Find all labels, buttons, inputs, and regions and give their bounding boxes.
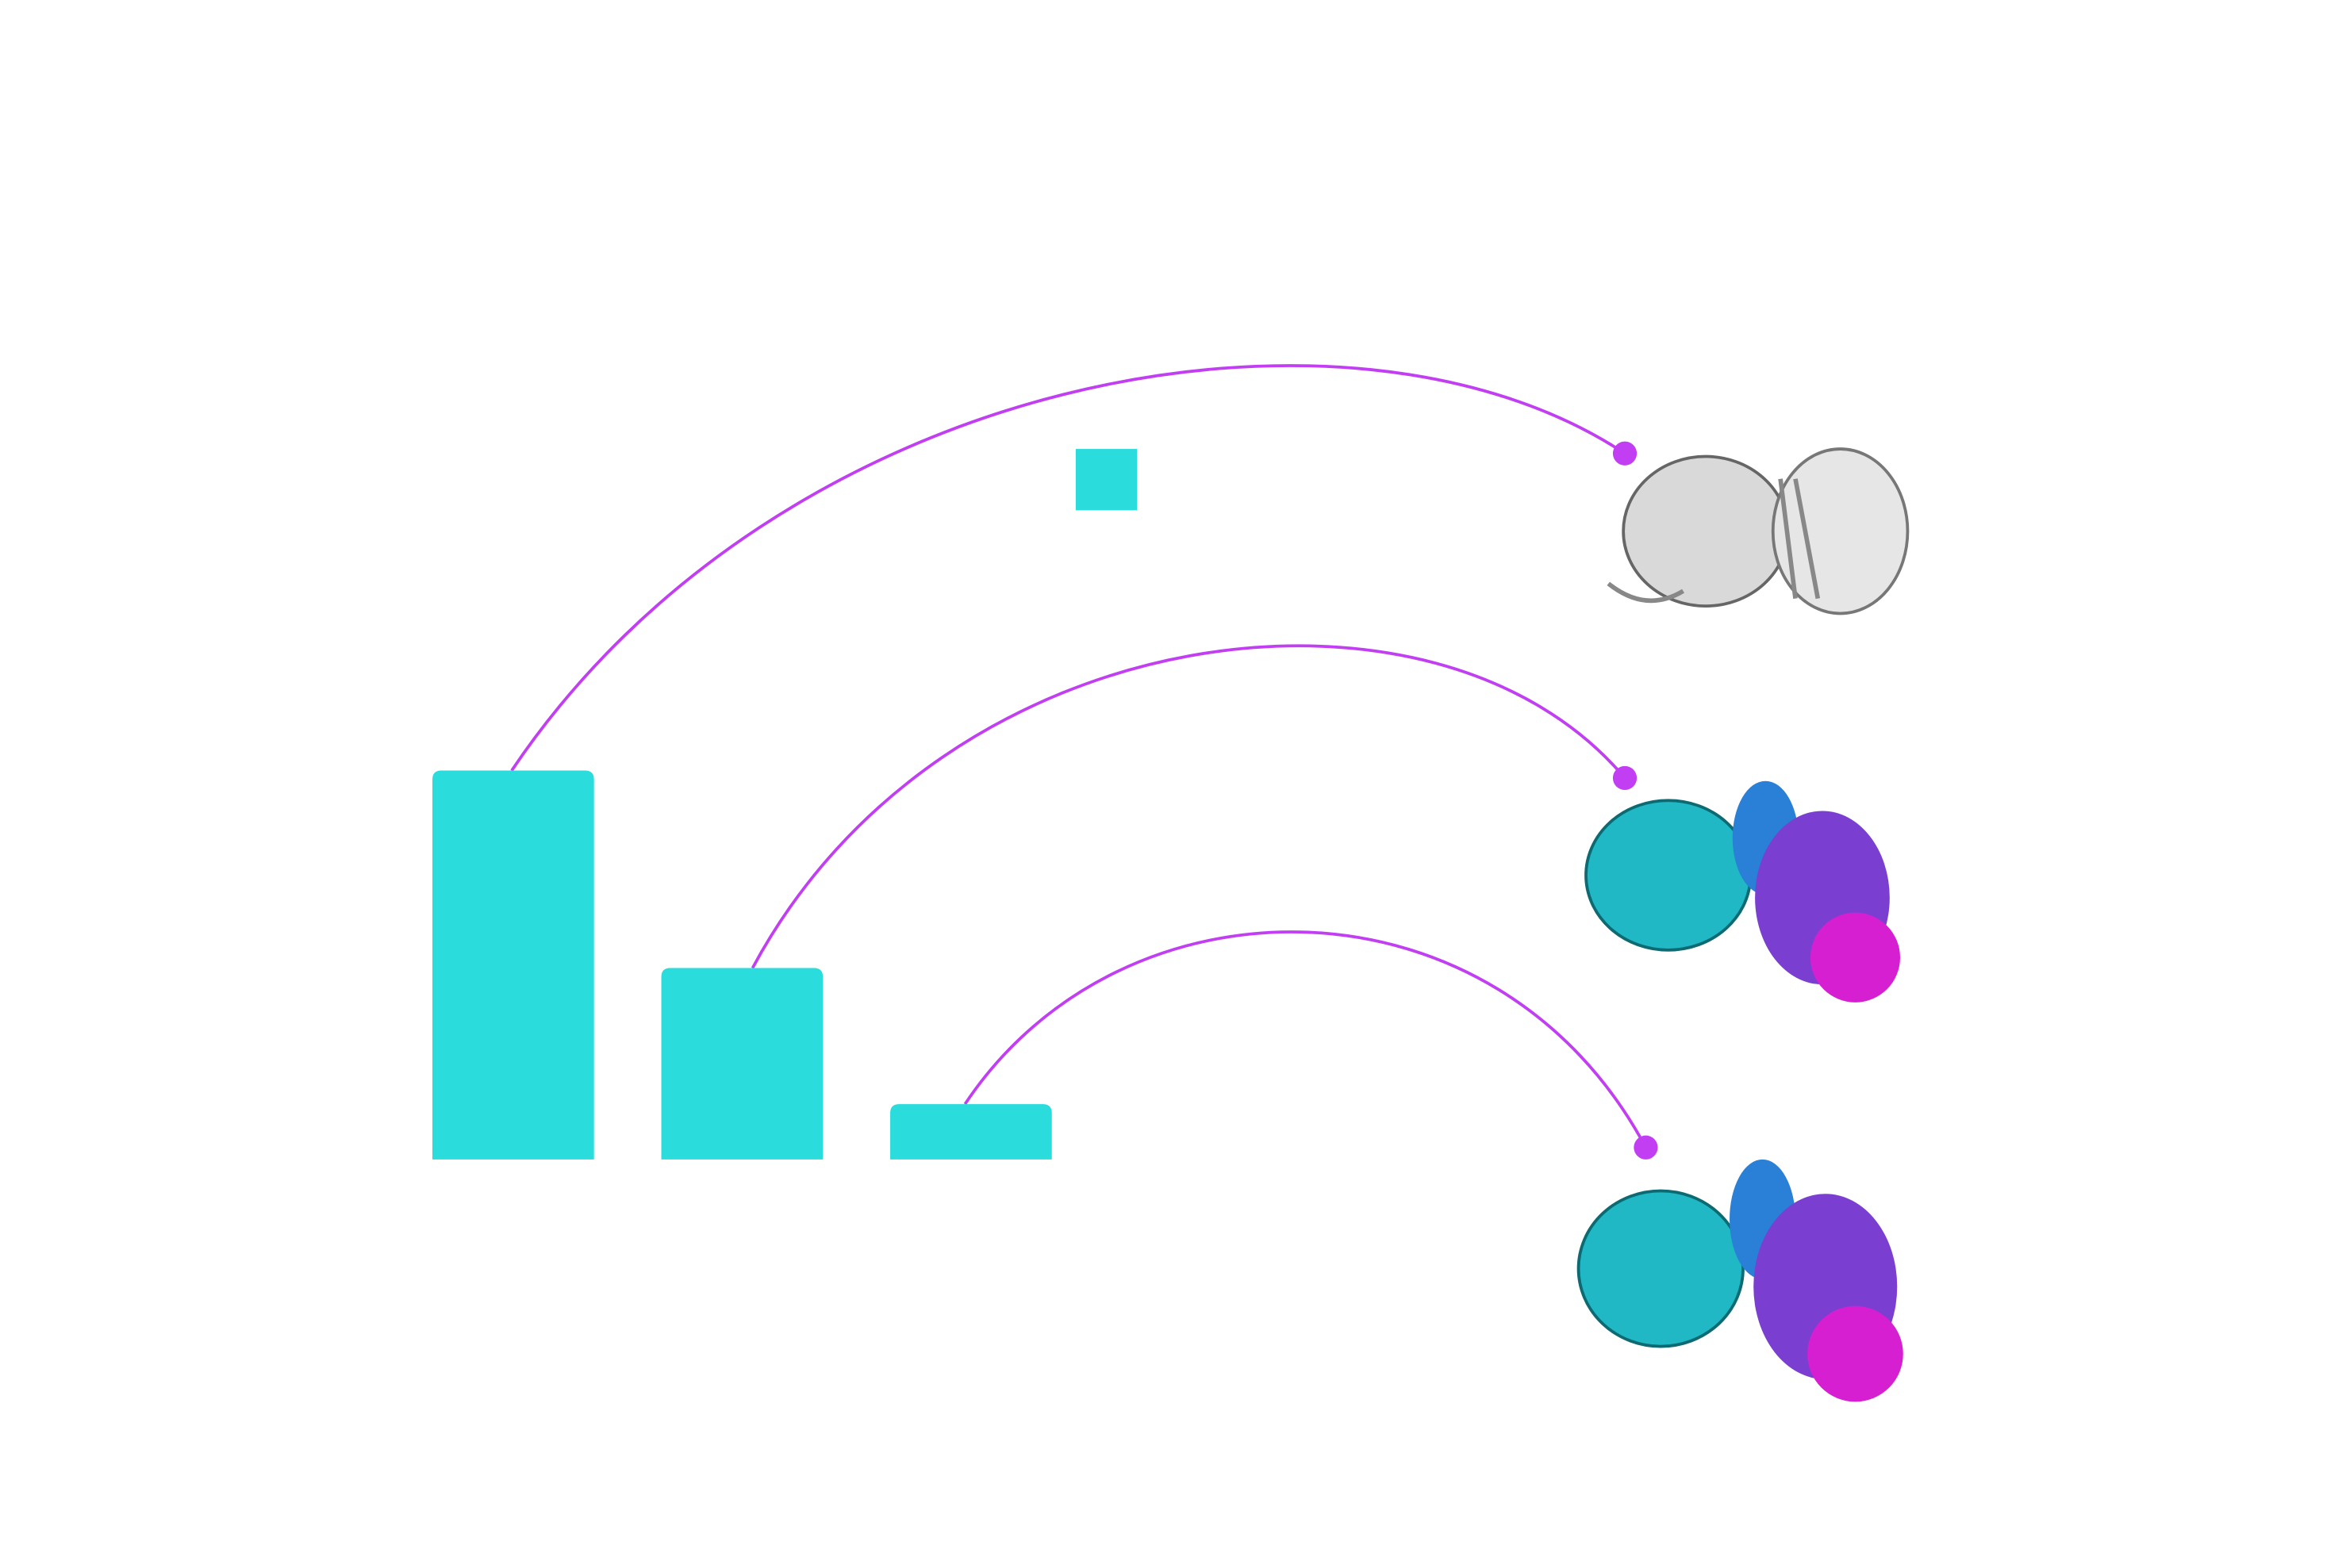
connector-dot bbox=[1612, 765, 1638, 791]
connector-dot bbox=[1634, 1135, 1658, 1160]
protein-domain bbox=[1771, 447, 1910, 615]
protein-gray bbox=[1607, 447, 1910, 615]
connector-arc bbox=[751, 644, 1626, 969]
connector-dot bbox=[1612, 441, 1638, 466]
bar bbox=[432, 770, 594, 1160]
legend-swatch bbox=[1075, 449, 1138, 511]
connectors bbox=[510, 364, 1658, 1160]
bar bbox=[661, 968, 824, 1160]
protein-domain bbox=[1584, 799, 1753, 952]
protein-domain bbox=[1810, 912, 1901, 1003]
protein-strand bbox=[1607, 478, 1821, 604]
bar bbox=[890, 1104, 1052, 1160]
protein-colored bbox=[1576, 1159, 1903, 1402]
protein-domain bbox=[1622, 454, 1790, 608]
protein-domain bbox=[1807, 1305, 1903, 1402]
connector-arc bbox=[510, 364, 1626, 772]
protein-colored bbox=[1584, 780, 1901, 1003]
connector-arc bbox=[963, 930, 1648, 1148]
protein-domain bbox=[1576, 1189, 1745, 1348]
